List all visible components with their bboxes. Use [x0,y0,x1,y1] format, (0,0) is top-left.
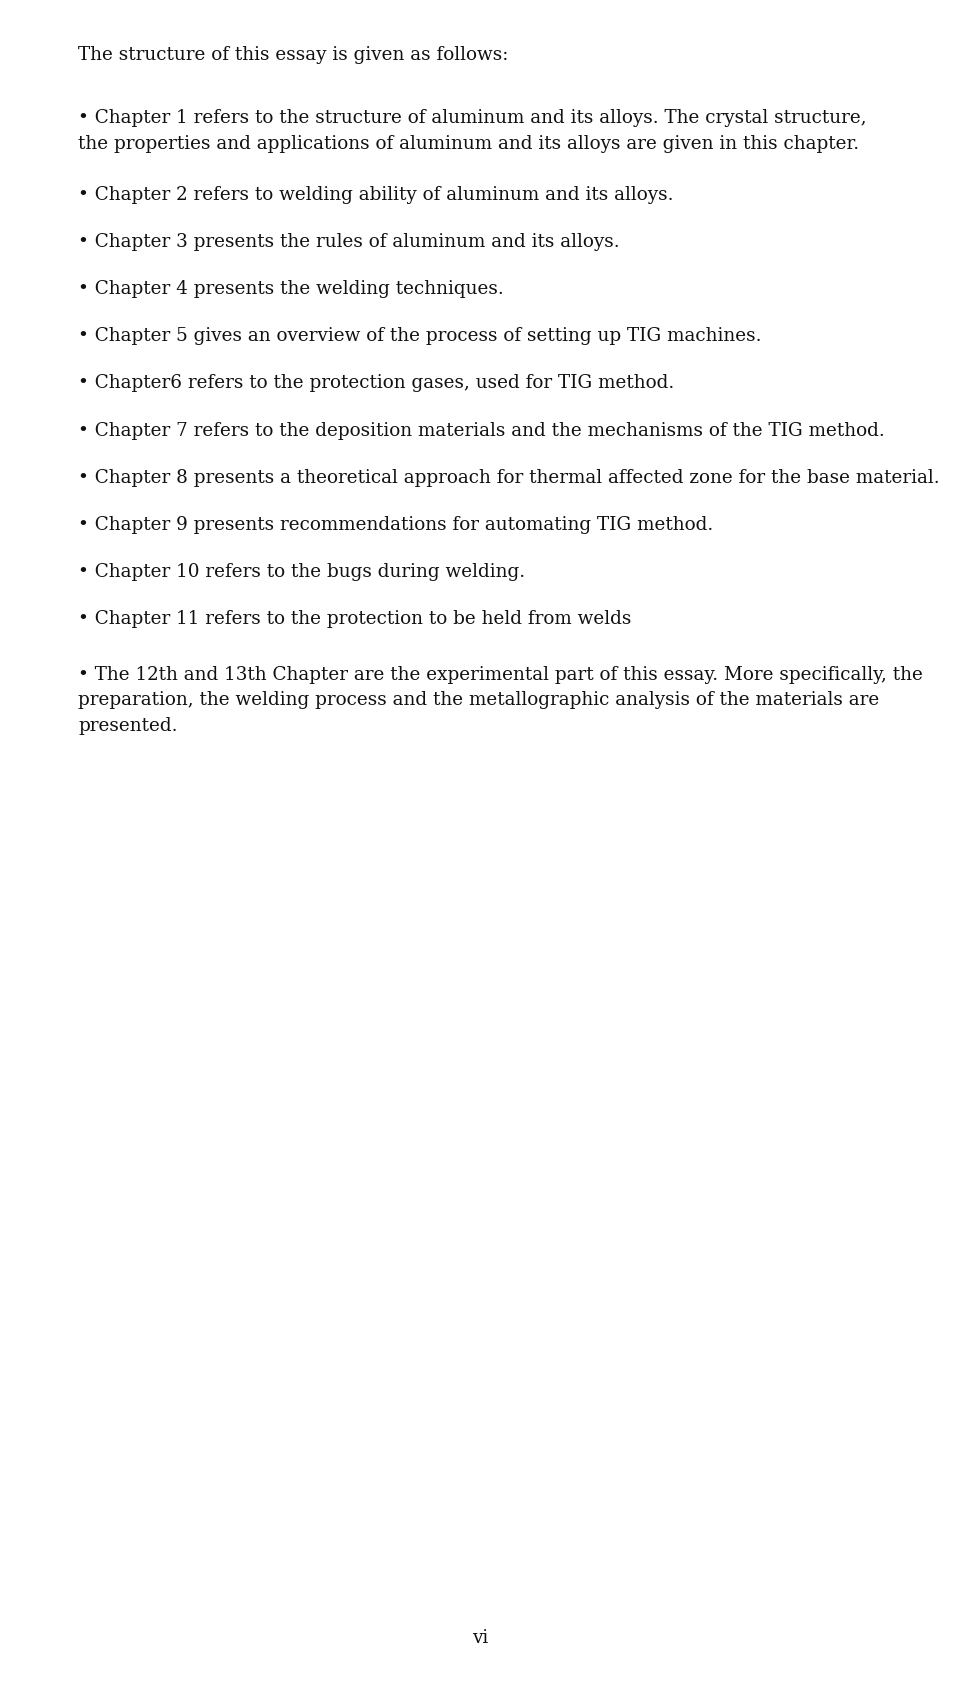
Text: The structure of this essay is given as follows:: The structure of this essay is given as … [78,46,509,64]
Text: • Chapter 3 presents the rules of aluminum and its alloys.: • Chapter 3 presents the rules of alumin… [78,233,619,251]
Text: • Chapter 8 presents a theoretical approach for thermal affected zone for the ba: • Chapter 8 presents a theoretical appro… [78,469,940,487]
Text: • Chapter 9 presents recommendations for automating TIG method.: • Chapter 9 presents recommendations for… [78,516,713,534]
Text: • Chapter 11 refers to the protection to be held from welds: • Chapter 11 refers to the protection to… [78,610,632,629]
Text: • Chapter 7 refers to the deposition materials and the mechanisms of the TIG met: • Chapter 7 refers to the deposition mat… [78,422,885,440]
Text: • Chapter 2 refers to welding ability of aluminum and its alloys.: • Chapter 2 refers to welding ability of… [78,185,674,204]
Text: • Chapter 5 gives an overview of the process of setting up TIG machines.: • Chapter 5 gives an overview of the pro… [78,327,761,346]
Text: • Chapter6 refers to the protection gases, used for TIG method.: • Chapter6 refers to the protection gase… [78,374,674,393]
Text: • Chapter 10 refers to the bugs during welding.: • Chapter 10 refers to the bugs during w… [78,563,525,582]
Text: • Chapter 1 refers to the structure of aluminum and its alloys. The crystal stru: • Chapter 1 refers to the structure of a… [78,110,867,153]
Text: • The 12th and 13th Chapter are the experimental part of this essay. More specif: • The 12th and 13th Chapter are the expe… [78,666,923,735]
Text: • Chapter 4 presents the welding techniques.: • Chapter 4 presents the welding techniq… [78,280,504,298]
Text: vi: vi [472,1629,488,1647]
